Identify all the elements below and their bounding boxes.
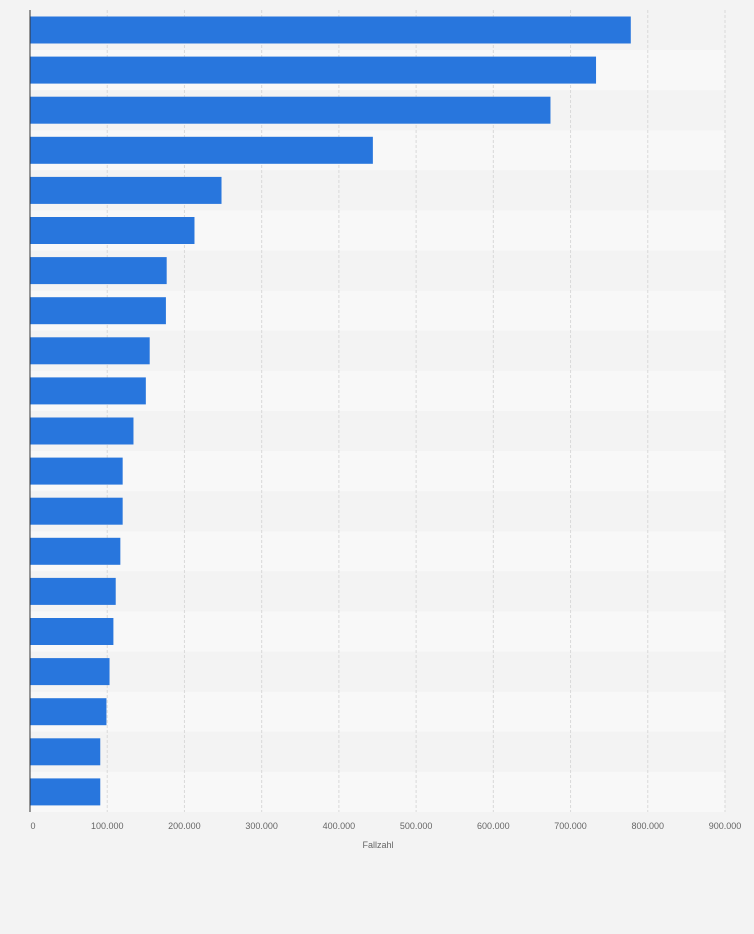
x-tick-label: 200.000 bbox=[168, 821, 201, 831]
bar[interactable] bbox=[30, 738, 101, 766]
x-tick-label: 400.000 bbox=[323, 821, 356, 831]
row-band bbox=[30, 691, 725, 732]
row-band bbox=[30, 571, 725, 612]
x-tick-label: 100.000 bbox=[91, 821, 124, 831]
x-axis-ticks: 0 100.000 200.000 300.000 400.000 500.000 600.… bbox=[30, 821, 741, 831]
bar[interactable] bbox=[30, 16, 631, 44]
x-axis-title: Fallzahl bbox=[362, 840, 393, 850]
x-tick-label: 900.000 bbox=[709, 821, 742, 831]
bar[interactable] bbox=[30, 176, 222, 204]
bar[interactable] bbox=[30, 497, 123, 525]
bar[interactable] bbox=[30, 417, 134, 445]
row-band bbox=[30, 451, 725, 492]
bars bbox=[30, 16, 631, 806]
gridlines bbox=[106, 10, 726, 812]
bar[interactable] bbox=[30, 658, 110, 686]
x-tick-label: 300.000 bbox=[245, 821, 278, 831]
bar[interactable] bbox=[30, 56, 597, 84]
bar[interactable] bbox=[30, 257, 167, 285]
bar[interactable] bbox=[30, 297, 166, 325]
bar[interactable] bbox=[30, 136, 373, 164]
bar[interactable] bbox=[30, 698, 107, 726]
x-tick-label: 0 bbox=[30, 821, 35, 831]
row-band bbox=[30, 731, 725, 772]
bar[interactable] bbox=[30, 217, 195, 244]
x-tick-label: 800.000 bbox=[632, 821, 665, 831]
row-band bbox=[30, 411, 725, 452]
row-band bbox=[30, 491, 725, 532]
x-tick-label: 700.000 bbox=[554, 821, 587, 831]
bar[interactable] bbox=[30, 96, 551, 124]
bar[interactable] bbox=[30, 337, 150, 365]
bar[interactable] bbox=[30, 577, 116, 605]
bar[interactable] bbox=[30, 377, 146, 405]
x-tick-label: 600.000 bbox=[477, 821, 510, 831]
row-bands bbox=[30, 10, 725, 812]
row-band bbox=[30, 611, 725, 652]
bar[interactable] bbox=[30, 618, 114, 645]
bar[interactable] bbox=[30, 537, 121, 565]
row-band bbox=[30, 531, 725, 572]
bar[interactable] bbox=[30, 457, 123, 485]
bar[interactable] bbox=[30, 778, 101, 806]
row-band bbox=[30, 771, 725, 812]
x-tick-label: 500.000 bbox=[400, 821, 433, 831]
row-band bbox=[30, 651, 725, 692]
